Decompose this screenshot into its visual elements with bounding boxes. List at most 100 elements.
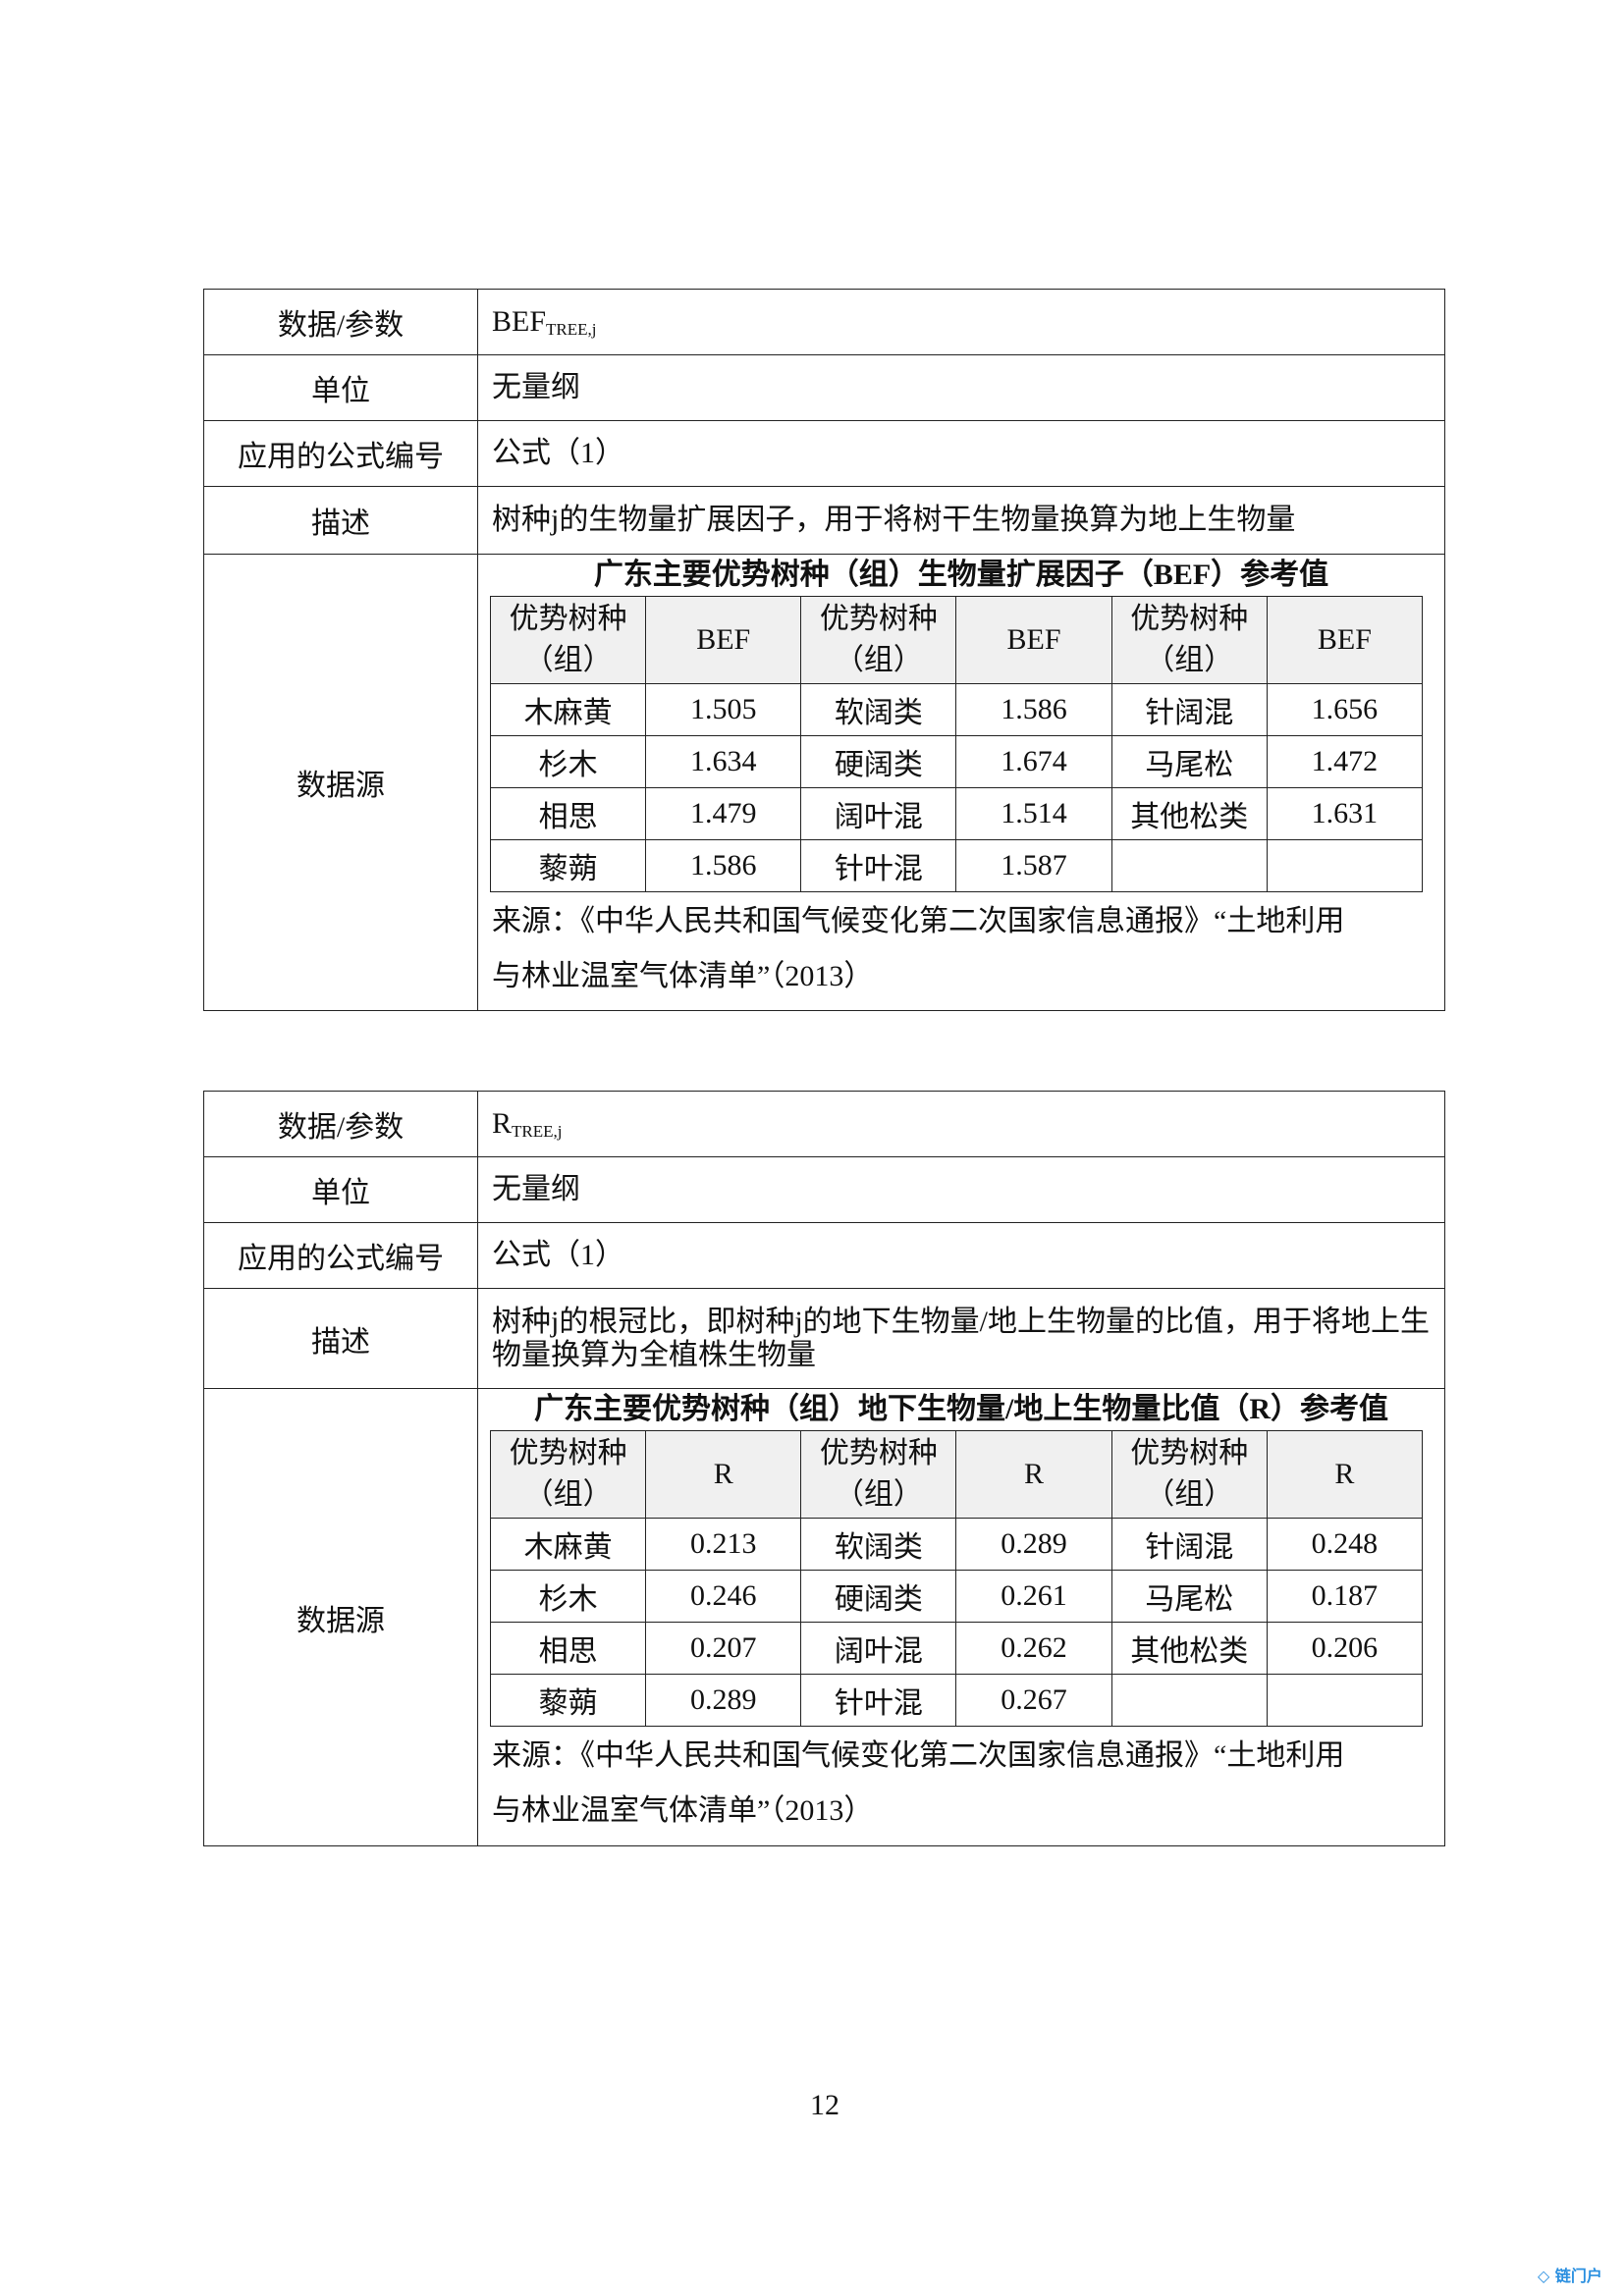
reference-cell: [1266, 839, 1424, 892]
reference-row: 相思 1.479 阔叶混 1.514 其他松类 1.631: [489, 787, 1424, 840]
data-source-cell: 广东主要优势树种（组）地下生物量/地上生物量比值（R）参考值 优势树种（组） R 优势…: [477, 1388, 1445, 1846]
reference-cell: 阔叶混: [800, 787, 957, 840]
reference-header: 优势树种（组）: [489, 1430, 647, 1519]
reference-row: 藜蒴 0.289 针叶混 0.267: [489, 1674, 1424, 1727]
reference-cell: 0.289: [955, 1518, 1112, 1571]
reference-cell: 木麻黄: [489, 1518, 647, 1571]
table-row: 数据源 广东主要优势树种（组）地下生物量/地上生物量比值（R）参考值 优势树种（组）…: [203, 1388, 1445, 1846]
reference-header-row: 优势树种（组） BEF 优势树种（组） BEF 优势树种（组） BEF: [489, 596, 1424, 684]
parameter-table: 数据/参数 RTREE,j 单位 无量纲 应用的公式编号 公式（1） 描述 树种j的根冠比，即…: [203, 1091, 1445, 1846]
table-row: 应用的公式编号 公式（1）: [203, 1222, 1445, 1289]
reference-cell: [1110, 1674, 1268, 1727]
parameter-subscript: TREE,j: [512, 1121, 563, 1141]
reference-cell: 0.207: [645, 1622, 802, 1675]
row-label: 描述: [203, 1288, 478, 1389]
reference-header: BEF: [955, 596, 1112, 684]
reference-header: R: [1266, 1430, 1424, 1519]
reference-row: 杉木 1.634 硬阔类 1.674 马尾松 1.472: [489, 735, 1424, 788]
reference-header: R: [955, 1430, 1112, 1519]
reference-header-row: 优势树种（组） R 优势树种（组） R 优势树种（组） R: [489, 1430, 1424, 1519]
row-label: 数据/参数: [203, 1091, 478, 1157]
reference-cell: 1.505: [645, 683, 802, 736]
reference-row: 相思 0.207 阔叶混 0.262 其他松类 0.206: [489, 1622, 1424, 1675]
reference-cell: 0.267: [955, 1674, 1112, 1727]
reference-cell: 1.586: [955, 683, 1112, 736]
reference-row: 木麻黄 1.505 软阔类 1.586 针阔混 1.656: [489, 683, 1424, 736]
reference-row: 藜蒴 1.586 针叶混 1.587: [489, 839, 1424, 892]
reference-cell: 0.248: [1266, 1518, 1424, 1571]
row-label: 应用的公式编号: [203, 1222, 478, 1289]
table-row: 数据源 广东主要优势树种（组）生物量扩展因子（BEF）参考值 优势树种（组） BEF 优…: [203, 554, 1445, 1011]
source-line: 来源：《中华人民共和国气候变化第二次国家信息通报》“土地利用: [492, 1739, 1345, 1772]
reference-cell: 其他松类: [1110, 787, 1268, 840]
row-value: 树种j的根冠比，即树种j的地下生物量/地上生物量的比值，用于将地上生物量换算为全…: [477, 1288, 1445, 1389]
row-value: 无量纲: [477, 354, 1445, 421]
parameter-subscript: TREE,j: [546, 319, 597, 339]
parameter-table: 数据/参数 BEFTREE,j 单位 无量纲 应用的公式编号 公式（1） 描述 树种j的生物量…: [203, 289, 1445, 1011]
reference-header: R: [645, 1430, 802, 1519]
source-note: 来源：《中华人民共和国气候变化第二次国家信息通报》“土地利用 与林业温室气体清单”…: [492, 894, 1431, 1004]
reference-cell: 相思: [489, 1622, 647, 1675]
table-row: 描述 树种j的生物量扩展因子，用于将树干生物量换算为地上生物量: [203, 486, 1445, 555]
reference-cell: 0.206: [1266, 1622, 1424, 1675]
reference-table: 优势树种（组） BEF 优势树种（组） BEF 优势树种（组） BEF 木麻黄 1.505 软阔…: [489, 596, 1424, 892]
parameter-table-1: 数据/参数 BEFTREE,j 单位 无量纲 应用的公式编号 公式（1） 描述 树种j的生物量…: [203, 289, 1445, 1011]
table-row: 应用的公式编号 公式（1）: [203, 420, 1445, 487]
row-label: 数据/参数: [203, 289, 478, 355]
reference-cell: [1110, 839, 1268, 892]
parameter-table-2: 数据/参数 RTREE,j 单位 无量纲 应用的公式编号 公式（1） 描述 树种j的根冠比，即…: [203, 1091, 1445, 1846]
table-row: 数据/参数 BEFTREE,j: [203, 289, 1445, 355]
reference-header: 优势树种（组）: [800, 1430, 957, 1519]
source-note: 来源：《中华人民共和国气候变化第二次国家信息通报》“土地利用 与林业温室气体清单”…: [492, 1729, 1431, 1839]
parameter-symbol: BEF: [492, 304, 547, 338]
reference-cell: 0.262: [955, 1622, 1112, 1675]
reference-table-title: 广东主要优势树种（组）生物量扩展因子（BEF）参考值: [593, 559, 1329, 591]
row-label: 单位: [203, 1156, 478, 1223]
reference-table-title: 广东主要优势树种（组）地下生物量/地上生物量比值（R）参考值: [534, 1393, 1388, 1425]
reference-cell: 软阔类: [800, 683, 957, 736]
reference-cell: 软阔类: [800, 1518, 957, 1571]
reference-header: 优势树种（组）: [1110, 1430, 1268, 1519]
source-line: 来源：《中华人民共和国气候变化第二次国家信息通报》“土地利用: [492, 905, 1345, 937]
reference-cell: 马尾松: [1110, 1570, 1268, 1623]
reference-cell: 0.289: [645, 1674, 802, 1727]
reference-cell: 0.187: [1266, 1570, 1424, 1623]
data-source-cell: 广东主要优势树种（组）生物量扩展因子（BEF）参考值 优势树种（组） BEF 优势树种…: [477, 554, 1445, 1011]
reference-cell: 针阔混: [1110, 1518, 1268, 1571]
row-label: 描述: [203, 486, 478, 555]
source-line: 与林业温室气体清单”（2013）: [492, 960, 874, 992]
row-label: 应用的公式编号: [203, 420, 478, 487]
reference-cell: 1.472: [1266, 735, 1424, 788]
page-number: 12: [810, 2089, 839, 2121]
reference-cell: 0.246: [645, 1570, 802, 1623]
row-label: 单位: [203, 354, 478, 421]
parameter-value: RTREE,j: [477, 1091, 1445, 1157]
reference-cell: 1.514: [955, 787, 1112, 840]
reference-cell: 马尾松: [1110, 735, 1268, 788]
reference-cell: 1.674: [955, 735, 1112, 788]
watermark-logo: ◇ 链门户: [1538, 2267, 1602, 2285]
table-row: 描述 树种j的根冠比，即树种j的地下生物量/地上生物量的比值，用于将地上生物量换算…: [203, 1288, 1445, 1389]
reference-header: 优势树种（组）: [800, 596, 957, 684]
row-label: 数据源: [203, 554, 478, 1011]
reference-cell: 藜蒴: [489, 839, 647, 892]
reference-cell: 其他松类: [1110, 1622, 1268, 1675]
reference-cell: 0.213: [645, 1518, 802, 1571]
table-row: 数据/参数 RTREE,j: [203, 1091, 1445, 1157]
parameter-value: BEFTREE,j: [477, 289, 1445, 355]
reference-row: 木麻黄 0.213 软阔类 0.289 针阔混 0.248: [489, 1518, 1424, 1571]
reference-header: 优势树种（组）: [489, 596, 647, 684]
reference-header: BEF: [645, 596, 802, 684]
reference-cell: 针叶混: [800, 839, 957, 892]
reference-cell: 1.656: [1266, 683, 1424, 736]
row-value: 公式（1）: [477, 1222, 1445, 1289]
reference-cell: 0.261: [955, 1570, 1112, 1623]
reference-cell: [1266, 1674, 1424, 1727]
reference-cell: 藜蒴: [489, 1674, 647, 1727]
reference-cell: 硬阔类: [800, 735, 957, 788]
parameter-symbol: R: [492, 1106, 513, 1140]
row-value: 无量纲: [477, 1156, 1445, 1223]
reference-cell: 1.586: [645, 839, 802, 892]
reference-cell: 阔叶混: [800, 1622, 957, 1675]
source-line: 与林业温室气体清单”（2013）: [492, 1794, 874, 1827]
